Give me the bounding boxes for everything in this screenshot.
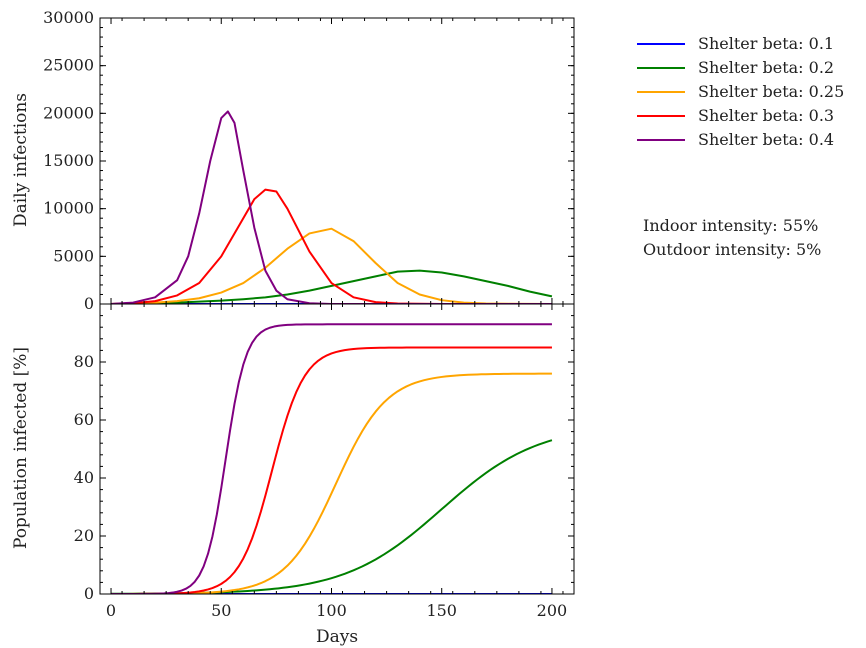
- outdoor-intensity-text: Outdoor intensity: 5%: [643, 240, 821, 259]
- bottom-xlabel: Days: [316, 627, 358, 647]
- bottom-series-line-4: [111, 346, 552, 594]
- bottom-series-line-3: [111, 372, 552, 594]
- bottom-axes-frame: [99, 303, 575, 595]
- bottom-series-line-2: [111, 439, 553, 594]
- top-ytick-label: 15000: [43, 151, 94, 170]
- legend-label-4: Shelter beta: 0.3: [698, 106, 834, 125]
- bottom-xtick-label: 150: [426, 601, 457, 620]
- bottom-xtick-label: 100: [316, 601, 347, 620]
- top-series-line-2: [111, 269, 553, 304]
- bottom-series-group: [111, 323, 553, 594]
- bottom-xtick-label: 0: [106, 601, 116, 620]
- top-ytick-label: 0: [84, 294, 94, 313]
- top-ytick-label: 10000: [43, 199, 94, 218]
- bottom-ytick-label: 0: [84, 584, 94, 603]
- top-series-group: [110, 110, 553, 304]
- top-ytick-label: 5000: [53, 246, 94, 265]
- top-series-line-3: [110, 227, 552, 304]
- legend-label-1: Shelter beta: 0.1: [698, 34, 834, 53]
- bottom-ytick-label: 20: [74, 526, 94, 545]
- top-ytick-label: 30000: [43, 8, 94, 27]
- top-ytick-label: 20000: [43, 103, 94, 122]
- bottom-ylabel: Population infected [%]: [11, 347, 31, 549]
- legend-label-2: Shelter beta: 0.2: [698, 58, 834, 77]
- bottom-xtick-label: 200: [537, 601, 568, 620]
- top-series-line-5: [110, 110, 552, 304]
- legend-label-5: Shelter beta: 0.4: [698, 130, 834, 149]
- bottom-series-line-5: [111, 323, 552, 594]
- top-axes-frame: [99, 17, 575, 305]
- population-infected-panel: 0 20 40 60 80 0 50 100 150 200: [74, 303, 575, 620]
- bottom-ytick-label: 40: [74, 468, 94, 487]
- legend: Shelter beta: 0.1 Shelter beta: 0.2 Shelte…: [637, 34, 844, 149]
- daily-infections-panel: 0 5000 10000 15000 20000 25000 30000: [43, 8, 575, 313]
- top-series-line-4: [110, 188, 552, 304]
- top-ylabel: Daily infections: [11, 93, 31, 227]
- legend-label-3: Shelter beta: 0.25: [698, 82, 844, 101]
- bottom-ytick-label: 60: [74, 410, 94, 429]
- bottom-xtick-label: 50: [211, 601, 231, 620]
- indoor-intensity-text: Indoor intensity: 55%: [643, 216, 818, 235]
- top-ytick-label: 25000: [43, 56, 94, 75]
- bottom-ytick-label: 80: [74, 352, 94, 371]
